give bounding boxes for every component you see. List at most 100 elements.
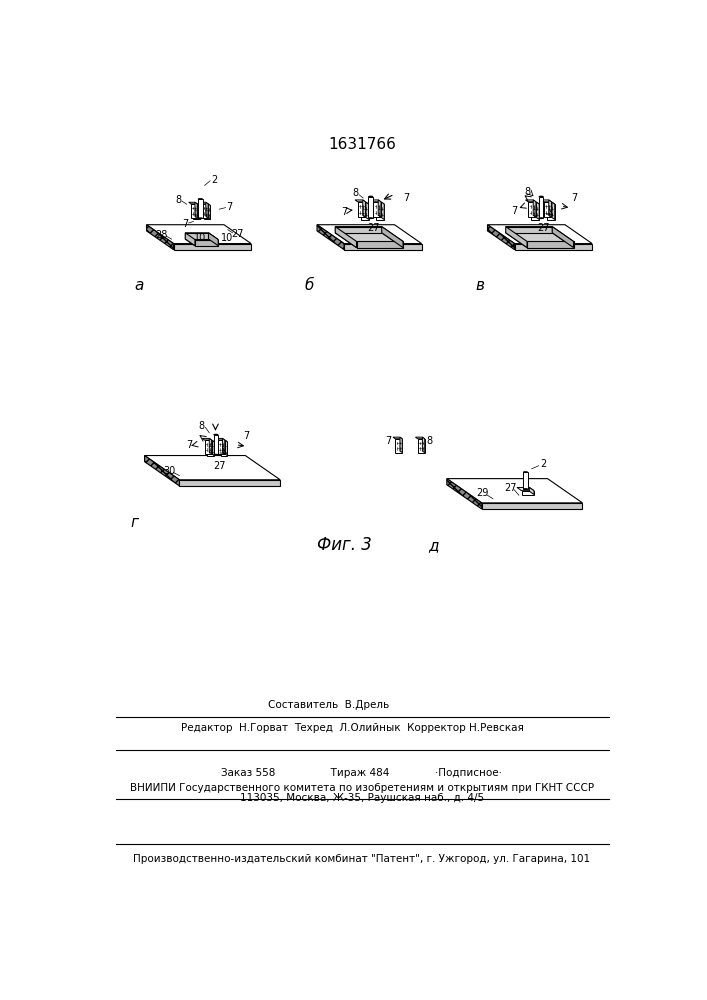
Text: 7: 7: [182, 219, 188, 229]
Polygon shape: [212, 440, 214, 456]
Text: 27: 27: [231, 229, 243, 239]
Polygon shape: [539, 197, 544, 218]
Text: 29: 29: [477, 488, 489, 498]
Text: 30: 30: [163, 466, 175, 476]
Polygon shape: [185, 233, 218, 240]
Polygon shape: [185, 233, 195, 246]
Polygon shape: [335, 227, 403, 241]
Polygon shape: [549, 200, 551, 217]
Polygon shape: [216, 438, 225, 440]
Text: Редактор  Н.Горват: Редактор Н.Горват: [182, 723, 288, 733]
Text: Составитель  В.Дрель: Составитель В.Дрель: [268, 700, 390, 710]
Text: Фиг. 3: Фиг. 3: [317, 536, 372, 554]
Polygon shape: [523, 472, 528, 489]
Polygon shape: [447, 479, 583, 503]
Text: б: б: [305, 278, 314, 293]
Polygon shape: [202, 204, 211, 206]
Polygon shape: [221, 442, 228, 456]
Polygon shape: [185, 239, 218, 246]
Polygon shape: [382, 202, 384, 220]
Text: 8: 8: [175, 195, 181, 205]
Text: 113035, Москва, Ж-35, Раушская наб., д. 4/5: 113035, Москва, Ж-35, Раушская наб., д. …: [240, 793, 484, 803]
Polygon shape: [208, 204, 211, 219]
Text: 7: 7: [571, 193, 577, 203]
Polygon shape: [174, 244, 251, 250]
Polygon shape: [317, 225, 344, 250]
Text: Заказ 558                 Тираж 484              ·Подписное·: Заказ 558 Тираж 484 ·Подписное·: [221, 768, 503, 778]
Polygon shape: [335, 233, 403, 248]
Polygon shape: [194, 206, 199, 219]
Text: 27: 27: [537, 223, 550, 233]
Text: 7: 7: [385, 436, 392, 446]
Polygon shape: [532, 204, 539, 220]
Text: 2: 2: [540, 459, 547, 469]
Text: 8: 8: [426, 436, 433, 446]
Polygon shape: [209, 233, 218, 246]
Polygon shape: [214, 435, 218, 455]
Polygon shape: [370, 200, 381, 202]
Text: 10: 10: [194, 233, 206, 243]
Text: 27: 27: [504, 483, 517, 493]
Polygon shape: [191, 204, 197, 218]
Text: 8: 8: [525, 187, 530, 197]
Polygon shape: [517, 487, 534, 491]
Text: ВНИИПИ Государственного комитета по изобретениям и открытиям при ГКНТ СССР: ВНИИПИ Государственного комитета по изоб…: [130, 783, 594, 793]
Polygon shape: [506, 227, 552, 233]
Text: 7: 7: [226, 202, 233, 212]
Polygon shape: [382, 227, 403, 248]
Text: Производственно-издательский комбинат "Патент", г. Ужгород, ул. Гагарина, 101: Производственно-издательский комбинат "П…: [134, 854, 590, 864]
Polygon shape: [146, 225, 174, 250]
Polygon shape: [378, 200, 381, 217]
Polygon shape: [344, 244, 421, 250]
Polygon shape: [198, 199, 203, 218]
Polygon shape: [206, 202, 208, 218]
Polygon shape: [533, 200, 536, 217]
Polygon shape: [506, 233, 573, 248]
Polygon shape: [515, 244, 592, 250]
Polygon shape: [204, 206, 211, 219]
Text: г: г: [131, 515, 139, 530]
Polygon shape: [202, 204, 208, 218]
Polygon shape: [522, 491, 534, 495]
Polygon shape: [368, 197, 373, 218]
Polygon shape: [146, 225, 251, 244]
Polygon shape: [525, 200, 536, 202]
Polygon shape: [366, 202, 369, 220]
Polygon shape: [335, 227, 382, 233]
Polygon shape: [204, 440, 211, 454]
Text: 8: 8: [352, 188, 358, 198]
Polygon shape: [356, 241, 403, 248]
Text: 7: 7: [341, 207, 347, 217]
Polygon shape: [547, 204, 555, 220]
Text: 8: 8: [199, 421, 204, 431]
Polygon shape: [180, 480, 280, 486]
Text: 10: 10: [221, 233, 233, 243]
Text: 1631766: 1631766: [328, 137, 396, 152]
Text: 7: 7: [243, 431, 250, 441]
Polygon shape: [197, 204, 199, 219]
Polygon shape: [506, 227, 527, 248]
Text: 2: 2: [211, 175, 217, 185]
Polygon shape: [218, 440, 228, 442]
Text: 7: 7: [511, 206, 518, 216]
Polygon shape: [541, 200, 551, 202]
Polygon shape: [537, 202, 539, 220]
Text: Техред  Л.Олийнык  Корректор Н.Ревская: Техред Л.Олийнык Корректор Н.Ревская: [293, 723, 524, 733]
Polygon shape: [358, 202, 366, 217]
Polygon shape: [528, 202, 536, 217]
Polygon shape: [393, 437, 402, 439]
Polygon shape: [218, 440, 225, 454]
Polygon shape: [530, 487, 534, 495]
Polygon shape: [205, 440, 214, 442]
Polygon shape: [363, 200, 366, 217]
Polygon shape: [361, 204, 369, 220]
Polygon shape: [335, 227, 356, 248]
Polygon shape: [207, 442, 214, 456]
Polygon shape: [552, 227, 573, 248]
Polygon shape: [395, 439, 402, 453]
Polygon shape: [144, 456, 280, 480]
Polygon shape: [416, 437, 425, 439]
Text: 27: 27: [367, 223, 380, 233]
Polygon shape: [400, 437, 402, 453]
Polygon shape: [195, 202, 197, 218]
